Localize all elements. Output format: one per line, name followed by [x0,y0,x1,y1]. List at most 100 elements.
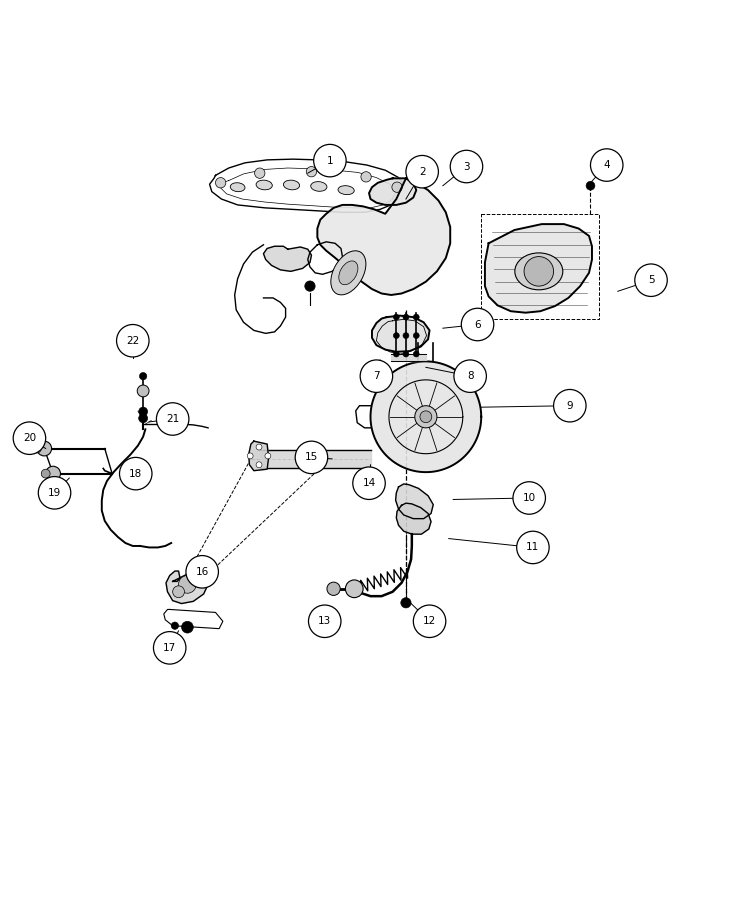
Circle shape [182,621,193,633]
Ellipse shape [515,253,563,290]
Circle shape [216,177,226,188]
Text: 19: 19 [48,488,62,498]
Text: 15: 15 [305,453,318,463]
Circle shape [33,444,41,453]
Polygon shape [370,362,481,472]
Circle shape [116,325,149,357]
Polygon shape [317,178,451,295]
Circle shape [139,373,147,380]
Circle shape [401,598,411,608]
Circle shape [37,441,52,456]
Circle shape [265,453,271,459]
Circle shape [353,467,385,500]
Ellipse shape [339,261,358,284]
Ellipse shape [230,183,245,192]
Circle shape [256,462,262,468]
Circle shape [305,281,315,292]
Circle shape [306,166,316,177]
Circle shape [403,333,409,338]
Circle shape [415,406,437,428]
Text: 5: 5 [648,275,654,285]
Circle shape [179,575,196,593]
Polygon shape [396,484,433,518]
Polygon shape [166,572,208,604]
Polygon shape [264,247,311,272]
Text: 22: 22 [126,336,139,346]
Circle shape [513,482,545,514]
Polygon shape [372,316,430,352]
Circle shape [413,333,419,338]
Circle shape [247,453,253,459]
Circle shape [255,168,265,178]
Text: 10: 10 [522,493,536,503]
Circle shape [345,580,363,598]
Circle shape [554,390,586,422]
Polygon shape [391,354,426,362]
Circle shape [516,531,549,563]
Circle shape [403,314,409,320]
Circle shape [454,360,486,392]
Ellipse shape [330,251,366,295]
Text: 13: 13 [318,616,331,626]
Circle shape [462,309,494,341]
Polygon shape [396,503,431,535]
Circle shape [420,411,432,423]
Circle shape [308,605,341,637]
Circle shape [313,144,346,177]
Circle shape [39,477,71,509]
Circle shape [393,351,399,357]
Circle shape [186,555,219,588]
Circle shape [156,403,189,436]
Text: 17: 17 [163,643,176,652]
Circle shape [295,441,328,473]
Circle shape [119,457,152,490]
Text: 4: 4 [603,160,610,170]
Circle shape [406,156,439,188]
Circle shape [137,385,149,397]
Circle shape [46,466,61,481]
Ellipse shape [310,182,327,192]
Circle shape [403,351,409,357]
Circle shape [392,182,402,193]
Circle shape [256,444,262,450]
Text: 12: 12 [423,616,436,626]
Polygon shape [369,178,416,205]
Circle shape [173,586,185,598]
Circle shape [586,181,595,190]
Circle shape [360,360,393,392]
Circle shape [327,582,340,596]
Circle shape [591,148,623,181]
Circle shape [13,422,46,454]
Circle shape [153,632,186,664]
Circle shape [41,469,50,478]
Text: 20: 20 [23,433,36,443]
Text: 11: 11 [526,543,539,553]
Text: 3: 3 [463,161,470,172]
Circle shape [413,351,419,357]
Text: 2: 2 [419,166,425,176]
Circle shape [413,605,446,637]
Circle shape [139,407,147,416]
Circle shape [635,264,667,296]
Polygon shape [485,224,592,312]
Text: 8: 8 [467,371,473,382]
Polygon shape [249,441,269,471]
Circle shape [393,314,399,320]
Circle shape [393,333,399,338]
Text: 16: 16 [196,567,209,577]
Circle shape [139,414,147,423]
Text: 9: 9 [567,400,573,410]
Circle shape [524,256,554,286]
Text: 14: 14 [362,478,376,488]
Circle shape [451,150,482,183]
Text: 18: 18 [129,469,142,479]
Text: 21: 21 [166,414,179,424]
Text: 7: 7 [373,371,379,382]
Ellipse shape [256,180,272,190]
Ellipse shape [283,180,299,190]
Ellipse shape [338,185,354,194]
Text: 6: 6 [474,320,481,329]
Circle shape [413,314,419,320]
Circle shape [361,172,371,182]
Circle shape [171,622,179,629]
